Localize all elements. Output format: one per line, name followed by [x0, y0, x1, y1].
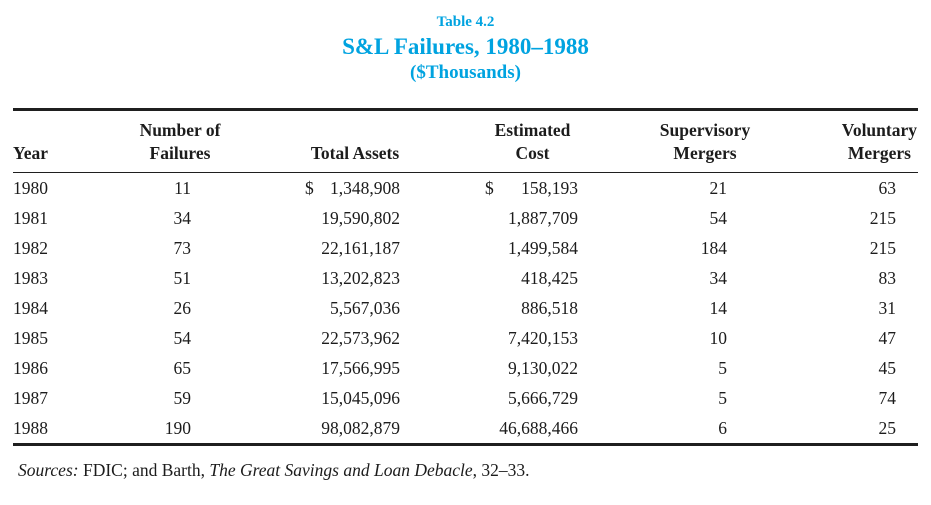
table-number-label: Table 4.2: [436, 14, 495, 30]
source-note-work-title: The Great Savings and Loan Debacle: [209, 460, 473, 480]
sl-failures-table: Year Number of Failures Total Assets Est…: [13, 108, 918, 446]
header-row: Year Number of Failures Total Assets Est…: [13, 109, 918, 173]
estimated-cost-cell: 1,499,584: [508, 238, 578, 258]
table-row-1983: 1983 51 13,202,823 418,425 34 83: [13, 263, 918, 293]
total-assets-cell: 17,566,995: [321, 358, 400, 378]
table-row-1987: 1987 59 15,045,096 5,666,729 5 74: [13, 383, 918, 413]
header-total-assets-label: Total Assets: [310, 143, 400, 163]
voluntary-mergers-cell: 215: [869, 208, 896, 228]
header-estimated-cost: Estimated Cost: [440, 109, 625, 173]
header-number-of-failures: Number of Failures: [90, 109, 270, 173]
header-supervisory-line2: Mergers: [673, 143, 737, 163]
total-assets-cell: 22,161,187: [321, 238, 400, 258]
supervisory-mergers-cell: 184: [700, 238, 727, 258]
table-row-1986: 1986 65 17,566,995 9,130,022 5 45: [13, 353, 918, 383]
header-year-label: Year: [13, 143, 48, 163]
header-cost-line1: Estimated: [494, 120, 571, 140]
total-assets-cell: 13,202,823: [321, 268, 400, 288]
table-title: S&L Failures, 1980–1988: [342, 34, 589, 59]
dollar-sign: $: [485, 178, 494, 198]
total-assets-cell: 19,590,802: [321, 208, 400, 228]
total-assets-cell: 5,567,036: [330, 298, 400, 318]
total-assets-cell: 15,045,096: [321, 388, 400, 408]
header-total-assets: Total Assets: [270, 109, 440, 173]
supervisory-mergers-cell: 6: [718, 418, 727, 438]
year-cell: 1983: [13, 268, 48, 288]
source-note-text-1: FDIC; and Barth,: [78, 460, 210, 480]
dollar-sign: $: [305, 178, 314, 198]
header-year: Year: [13, 109, 90, 173]
voluntary-mergers-cell: 45: [878, 358, 897, 378]
supervisory-mergers-cell: 21: [709, 178, 728, 198]
table-header: Year Number of Failures Total Assets Est…: [13, 109, 918, 173]
header-voluntary-mergers: Voluntary Mergers: [785, 109, 918, 173]
year-cell: 1984: [13, 298, 48, 318]
year-cell: 1988: [13, 418, 48, 438]
table-row-1985: 1985 54 22,573,962 7,420,153 10 47: [13, 323, 918, 353]
estimated-cost-cell: 46,688,466: [499, 418, 578, 438]
year-cell: 1987: [13, 388, 48, 408]
voluntary-mergers-cell: 31: [878, 298, 897, 318]
voluntary-mergers-cell: 83: [878, 268, 897, 288]
header-voluntary-stack: Voluntary Mergers: [842, 119, 917, 165]
estimated-cost-cell: 7,420,153: [508, 328, 578, 348]
total-assets-cell: 98,082,879: [321, 418, 400, 438]
table-body: 1980 11 $1,348,908 $158,193 21 63 1981 3…: [13, 173, 918, 445]
header-supervisory-line1: Supervisory: [659, 120, 751, 140]
estimated-cost-cell: 5,666,729: [508, 388, 578, 408]
supervisory-mergers-cell: 5: [718, 388, 727, 408]
voluntary-mergers-cell: 25: [878, 418, 897, 438]
failures-cell: 190: [164, 418, 191, 438]
table-row-1982: 1982 73 22,161,187 1,499,584 184 215: [13, 233, 918, 263]
estimated-cost-value: 158,193: [521, 178, 578, 198]
failures-cell: 26: [173, 298, 192, 318]
voluntary-mergers-cell: 47: [878, 328, 897, 348]
table-unit-note: ($Thousands): [410, 62, 521, 83]
header-failures-line1: Number of: [139, 120, 221, 140]
voluntary-mergers-cell: 215: [869, 238, 896, 258]
header-failures-line2: Failures: [149, 143, 211, 163]
failures-cell: 11: [174, 178, 191, 198]
table-row-1981: 1981 34 19,590,802 1,887,709 54 215: [13, 203, 918, 233]
estimated-cost-cell: 1,887,709: [508, 208, 578, 228]
total-assets-cell: $1,348,908: [270, 173, 440, 204]
header-voluntary-line2: Mergers: [847, 143, 911, 163]
table-row-1984: 1984 26 5,567,036 886,518 14 31: [13, 293, 918, 323]
supervisory-mergers-cell: 54: [709, 208, 728, 228]
year-cell: 1986: [13, 358, 48, 378]
estimated-cost-cell: 9,130,022: [508, 358, 578, 378]
estimated-cost-cell: 886,518: [521, 298, 578, 318]
supervisory-mergers-cell: 10: [709, 328, 728, 348]
estimated-cost-cell: 418,425: [521, 268, 578, 288]
source-note: Sources: FDIC; and Barth, The Great Savi…: [18, 460, 931, 481]
source-note-label: Sources:: [18, 460, 79, 480]
failures-cell: 65: [173, 358, 192, 378]
supervisory-mergers-cell: 5: [718, 358, 727, 378]
table-row-1980: 1980 11 $1,348,908 $158,193 21 63: [13, 173, 918, 204]
table-row-1988: 1988 190 98,082,879 46,688,466 6 25: [13, 413, 918, 445]
total-assets-cell: 22,573,962: [321, 328, 400, 348]
voluntary-mergers-cell: 63: [878, 178, 897, 198]
year-cell: 1981: [13, 208, 48, 228]
table-title-block: Table 4.2 S&L Failures, 1980–1988 ($Thou…: [0, 0, 931, 85]
header-voluntary-line1: Voluntary: [841, 120, 917, 140]
failures-cell: 54: [173, 328, 192, 348]
year-cell: 1985: [13, 328, 48, 348]
year-cell: 1980: [13, 178, 48, 198]
supervisory-mergers-cell: 14: [709, 298, 728, 318]
total-assets-value: 1,348,908: [330, 178, 400, 198]
failures-cell: 34: [173, 208, 192, 228]
header-cost-line2: Cost: [515, 143, 550, 163]
voluntary-mergers-cell: 74: [878, 388, 897, 408]
source-note-text-2: , 32–33.: [472, 460, 530, 480]
year-cell: 1982: [13, 238, 48, 258]
failures-cell: 73: [173, 238, 192, 258]
failures-cell: 51: [173, 268, 192, 288]
supervisory-mergers-cell: 34: [709, 268, 728, 288]
header-supervisory-mergers: Supervisory Mergers: [625, 109, 785, 173]
failures-cell: 59: [173, 388, 192, 408]
estimated-cost-cell: $158,193: [440, 173, 625, 204]
